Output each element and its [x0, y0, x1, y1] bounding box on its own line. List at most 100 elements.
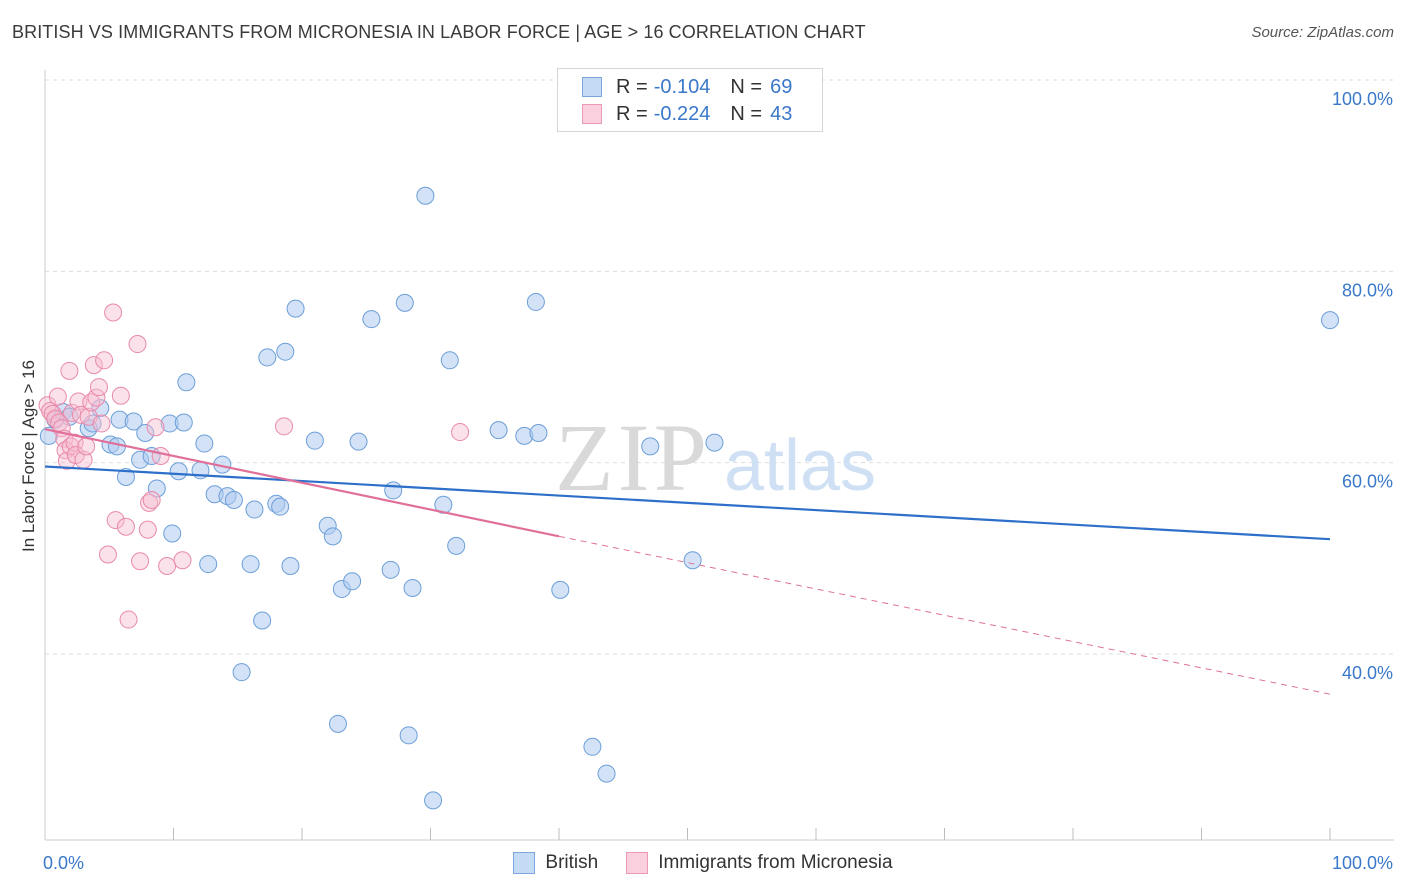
micronesia-point	[151, 446, 170, 465]
x-tick-label: 100.0%	[1332, 853, 1393, 873]
british-point	[258, 348, 277, 367]
stats-row-micronesia: R = -0.224 N = 43	[582, 102, 792, 126]
british-point	[597, 764, 616, 783]
n-value: 69	[770, 75, 793, 98]
british-point	[424, 791, 443, 810]
stats-legend: R = -0.104 N = 69 R = -0.224 N = 43	[557, 68, 823, 132]
british-point	[526, 292, 545, 311]
micronesia-point	[69, 392, 88, 411]
y-tick-label: 60.0%	[1342, 472, 1393, 492]
micronesia-point	[98, 545, 117, 564]
british-point	[489, 421, 508, 440]
micronesia-point	[138, 520, 157, 539]
british-point	[395, 293, 414, 312]
micronesia-point	[275, 417, 294, 436]
british-point	[163, 524, 182, 543]
british-point	[323, 527, 342, 546]
british-point	[281, 556, 300, 575]
n-value: 43	[770, 102, 793, 125]
micronesia-point	[48, 387, 67, 406]
micronesia-trend-line	[44, 428, 560, 538]
british-point	[169, 462, 188, 481]
y-tick-label: 40.0%	[1342, 663, 1393, 683]
british-point	[384, 481, 403, 500]
watermark-atlas: atlas	[724, 426, 876, 506]
british-point	[174, 413, 193, 432]
micronesia-points	[38, 303, 470, 629]
british-trend-line	[44, 465, 1331, 541]
chart-title: BRITISH VS IMMIGRANTS FROM MICRONESIA IN…	[12, 22, 866, 42]
watermark-zip: ZIP	[555, 404, 711, 511]
micronesia-point	[140, 493, 159, 512]
n-label: N =	[730, 75, 763, 98]
british-point	[583, 737, 602, 756]
british-point	[177, 373, 196, 392]
british-swatch	[582, 77, 602, 97]
micronesia-point	[82, 393, 101, 412]
stats-row-british: R = -0.104 N = 69	[582, 75, 792, 99]
micronesia-point	[60, 361, 79, 380]
micronesia-point	[158, 556, 177, 575]
british-point	[705, 433, 724, 452]
micronesia-point	[131, 552, 150, 571]
british-point	[529, 424, 548, 443]
micronesia-point	[87, 388, 106, 407]
micronesia-point	[116, 517, 135, 536]
y-tick-label: 80.0%	[1342, 280, 1393, 300]
british-point	[195, 434, 214, 453]
british-point	[440, 351, 459, 370]
r-value: -0.224	[653, 102, 711, 125]
british-point	[245, 500, 264, 519]
british-point	[124, 412, 143, 431]
micronesia-point	[95, 351, 114, 370]
y-tick-label: 100.0%	[1332, 89, 1393, 109]
british-point	[641, 437, 660, 456]
micronesia-swatch	[582, 104, 602, 124]
british-point	[551, 580, 570, 599]
british-point	[305, 431, 324, 450]
british-point	[349, 432, 368, 451]
axes	[44, 70, 1394, 841]
micronesia-point	[77, 437, 96, 456]
micronesia-point	[128, 335, 147, 354]
british-point	[447, 536, 466, 555]
british-point	[147, 479, 166, 498]
x-tick-label: 0.0%	[43, 853, 84, 873]
micronesia-point	[173, 551, 192, 570]
series-legend: British Immigrants from Micronesia	[0, 852, 1406, 874]
british-point	[276, 342, 295, 361]
legend-item-micronesia[interactable]: Immigrants from Micronesia	[626, 852, 893, 874]
british-point	[362, 310, 381, 329]
legend-item-british[interactable]: British	[513, 852, 598, 874]
micronesia-point	[111, 386, 130, 405]
micronesia-point	[106, 511, 125, 530]
micronesia-trend-extension	[558, 535, 1331, 695]
british-legend-swatch	[513, 852, 536, 874]
british-point	[241, 555, 260, 574]
micronesia-point	[71, 405, 90, 424]
micronesia-point	[62, 403, 81, 422]
micronesia-point	[84, 356, 103, 375]
axis-labels: 40.0% 60.0% 80.0% 100.0% 0.0% 100.0% In Labor …	[19, 89, 1393, 873]
british-point	[253, 611, 272, 630]
british-point	[286, 299, 305, 318]
micronesia-point	[104, 303, 123, 322]
micronesia-point	[92, 414, 111, 433]
british-point	[199, 555, 218, 574]
british-point	[232, 663, 251, 682]
micronesia-point	[451, 423, 470, 442]
british-point	[116, 468, 135, 487]
british-point	[328, 714, 347, 733]
micronesia-point	[142, 490, 161, 509]
british-point	[683, 551, 702, 570]
watermark: ZIP atlas	[555, 404, 876, 511]
n-label: N =	[730, 102, 763, 125]
british-point	[399, 726, 418, 745]
legend-label-micronesia: Immigrants from Micronesia	[658, 852, 893, 873]
micronesia-point	[119, 610, 138, 629]
r-label: R =	[616, 75, 648, 98]
british-point	[271, 497, 290, 516]
r-value: -0.104	[653, 75, 711, 98]
r-label: R =	[616, 102, 648, 125]
